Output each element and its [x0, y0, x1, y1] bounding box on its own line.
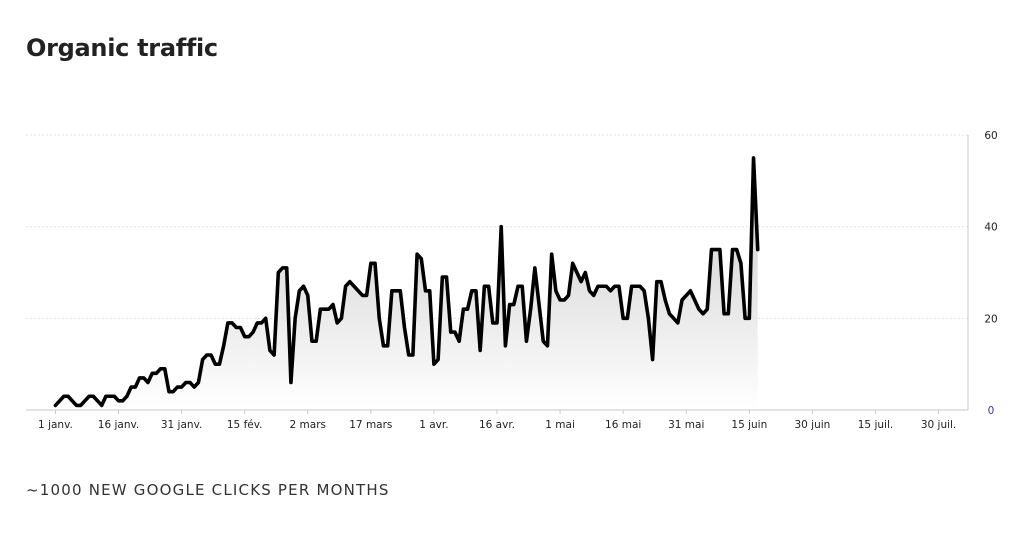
x-tick-label: 15 fév.	[227, 419, 263, 431]
x-tick-label: 31 mai	[668, 419, 704, 431]
x-tick-label: 1 janv.	[38, 419, 73, 431]
x-tick-label: 15 juin	[731, 419, 767, 431]
x-tick-label: 17 mars	[349, 419, 392, 431]
x-axis-ticks: 1 janv. 16 janv. 31 janv. 15 fév. 2 mars 17 m…	[38, 410, 956, 431]
series-line	[53, 156, 760, 408]
x-tick-label: 2 mars	[290, 419, 326, 431]
x-tick-label: 31 janv.	[161, 419, 202, 431]
footer-note: ~1000 NEW GOOGLE CLICKS PER MONTHS	[26, 481, 390, 499]
x-tick-label: 30 juin	[794, 419, 830, 431]
x-tick-label: 16 avr.	[479, 419, 515, 431]
x-tick-label: 16 mai	[605, 419, 641, 431]
x-tick-label: 16 janv.	[98, 419, 139, 431]
y-tick-label: 40	[984, 222, 997, 234]
y-tick-label: 20	[984, 313, 997, 325]
area-layer	[55, 157, 758, 410]
x-tick-label: 1 avr.	[419, 419, 448, 431]
x-tick-label: 15 juil.	[858, 419, 893, 431]
grid-lines	[26, 134, 968, 319]
y-tick-label: 60	[984, 130, 997, 142]
y-tick-label: 0	[988, 405, 995, 417]
line-layer	[53, 156, 760, 408]
x-tick-label: 1 mai	[545, 419, 575, 431]
x-tick-label: 30 juil.	[921, 419, 956, 431]
series-area-fill	[55, 157, 758, 410]
chart-title: Organic traffic	[26, 34, 218, 62]
y-axis-ticks: 0 20 40 60	[984, 130, 997, 417]
